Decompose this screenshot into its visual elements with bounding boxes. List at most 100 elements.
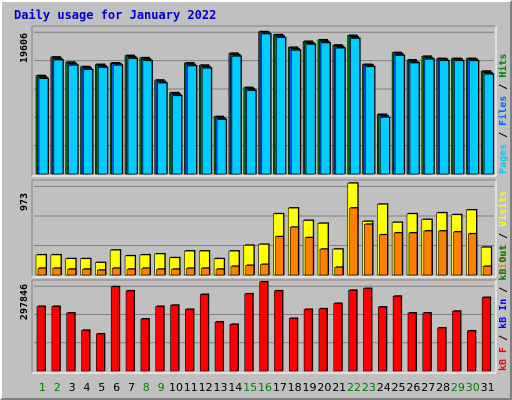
- bar-visits-sites: [156, 268, 166, 276]
- x-tick-label: 28: [436, 381, 450, 394]
- bar-hits-pages: [98, 67, 108, 175]
- bar-visits-sites: [289, 226, 299, 276]
- x-tick-label: 17: [273, 381, 287, 394]
- x-tick-label: 14: [228, 381, 242, 394]
- x-tick-label: 24: [377, 381, 391, 394]
- bar-visits-sites: [349, 207, 358, 276]
- bar-visits-sites: [423, 230, 433, 276]
- bar-visits-sites: [230, 266, 240, 276]
- x-tick-label: 7: [128, 381, 135, 394]
- max-label: 973: [19, 193, 30, 211]
- legend-entry: kB In: [498, 299, 509, 329]
- bar-kbytes-kb-f: [170, 304, 179, 372]
- bar-hits-pages: [365, 66, 375, 175]
- bar-hits-pages: [68, 64, 78, 175]
- bar-hits-pages: [38, 78, 49, 175]
- max-label: 19606: [19, 33, 30, 63]
- bar-kbytes-kb-f: [407, 312, 417, 372]
- bar-kbytes-kb-f: [437, 327, 446, 372]
- bar-kbytes-kb-f: [481, 297, 491, 372]
- x-tick-label: 6: [113, 381, 120, 394]
- legend-separator: /: [498, 126, 509, 144]
- x-tick-label: 19: [303, 381, 317, 394]
- bar-kbytes-kb-f: [392, 295, 402, 372]
- bar-hits-pages: [231, 56, 242, 175]
- x-tick-label: 20: [317, 381, 331, 394]
- legend-separator: /: [498, 329, 509, 347]
- bar-kbytes-kb-f: [66, 312, 75, 372]
- bar-visits-sites: [438, 230, 447, 276]
- bar-kbytes-kb-f: [274, 290, 283, 372]
- bar-visits-sites: [82, 268, 91, 276]
- bar-visits-sites: [186, 268, 195, 276]
- bar-kbytes-kb-f: [467, 330, 476, 372]
- bar-kbytes-kb-f: [452, 310, 461, 372]
- bar-hits-pages: [157, 82, 168, 175]
- panel-visits: 973 Sites / Visits: [19, 179, 509, 278]
- x-tick-label: 8: [143, 381, 150, 394]
- bar-hits-pages: [409, 62, 420, 175]
- bar-visits-sites: [304, 237, 314, 276]
- bar-hits-pages: [320, 42, 331, 175]
- bar-visits-sites: [393, 232, 403, 276]
- bar-hits-pages: [350, 38, 360, 175]
- bar-kbytes-kb-f: [244, 293, 254, 372]
- bar-visits-sites: [97, 269, 106, 276]
- bar-kbytes-kb-f: [81, 330, 90, 372]
- bar-visits-sites: [275, 236, 284, 276]
- legend-entry: Sites: [497, 245, 509, 275]
- bar-kbytes-kb-f: [333, 303, 343, 372]
- bar-kbytes-kb-f: [422, 312, 432, 372]
- bar-hits-pages: [112, 64, 123, 175]
- bar-hits-pages: [290, 50, 301, 175]
- bar-hits-pages: [394, 55, 405, 175]
- bar-hits-pages: [424, 59, 435, 175]
- bar-kbytes-kb-f: [51, 306, 61, 372]
- bar-kbytes-kb-f: [303, 309, 313, 372]
- bar-hits-pages: [216, 119, 227, 175]
- x-tick-label: 9: [158, 381, 165, 394]
- x-tick-label: 10: [169, 381, 183, 394]
- bar-hits-pages: [335, 47, 346, 175]
- legend: Pages / Files / Hits: [497, 54, 509, 174]
- bar-kbytes-kb-f: [36, 306, 46, 372]
- panel-hits: 19606 Pages / Files / Hits: [19, 25, 509, 177]
- bar-kbytes-kb-f: [229, 324, 239, 372]
- chart-title: Daily usage for January 2022: [14, 8, 216, 22]
- bars-kbytes: [36, 280, 492, 372]
- bar-hits-pages: [469, 60, 479, 175]
- bar-kbytes-kb-f: [288, 318, 298, 372]
- bar-hits-pages: [439, 60, 449, 175]
- bar-hits-pages: [305, 44, 316, 175]
- bar-visits-sites: [37, 268, 47, 276]
- x-tick-label: 1: [39, 381, 46, 394]
- bar-hits-pages: [201, 67, 212, 175]
- bar-hits-pages: [454, 60, 464, 175]
- x-tick-label: 23: [362, 381, 376, 394]
- bars-visits: [35, 182, 493, 276]
- legend-separator: /: [498, 227, 509, 245]
- x-tick-label: 12: [199, 381, 213, 394]
- bars-hits: [35, 30, 495, 175]
- legend-entry: Files: [497, 96, 509, 126]
- bar-visits-sites: [334, 267, 344, 276]
- x-tick-label: 29: [451, 381, 465, 394]
- bar-visits-sites: [378, 234, 388, 276]
- legend-separator: /: [498, 281, 509, 299]
- bar-hits-pages: [483, 73, 494, 175]
- bar-visits-sites: [52, 268, 62, 276]
- bar-visits-sites: [453, 231, 462, 276]
- bar-hits-pages: [261, 33, 271, 175]
- bar-hits-pages: [83, 69, 93, 175]
- legend: Sites / Visits: [497, 191, 509, 275]
- x-tick-label: 21: [332, 381, 346, 394]
- bar-kbytes-kb-f: [377, 306, 387, 372]
- bar-visits-sites: [111, 268, 121, 276]
- x-tick-label: 2: [54, 381, 61, 394]
- bar-hits-pages: [246, 90, 257, 175]
- bar-visits-sites: [245, 265, 255, 276]
- x-tick-label: 25: [392, 381, 406, 394]
- legend-entry: Visits: [497, 191, 509, 227]
- bar-kbytes-kb-f: [185, 309, 194, 372]
- bar-visits-sites: [67, 268, 76, 276]
